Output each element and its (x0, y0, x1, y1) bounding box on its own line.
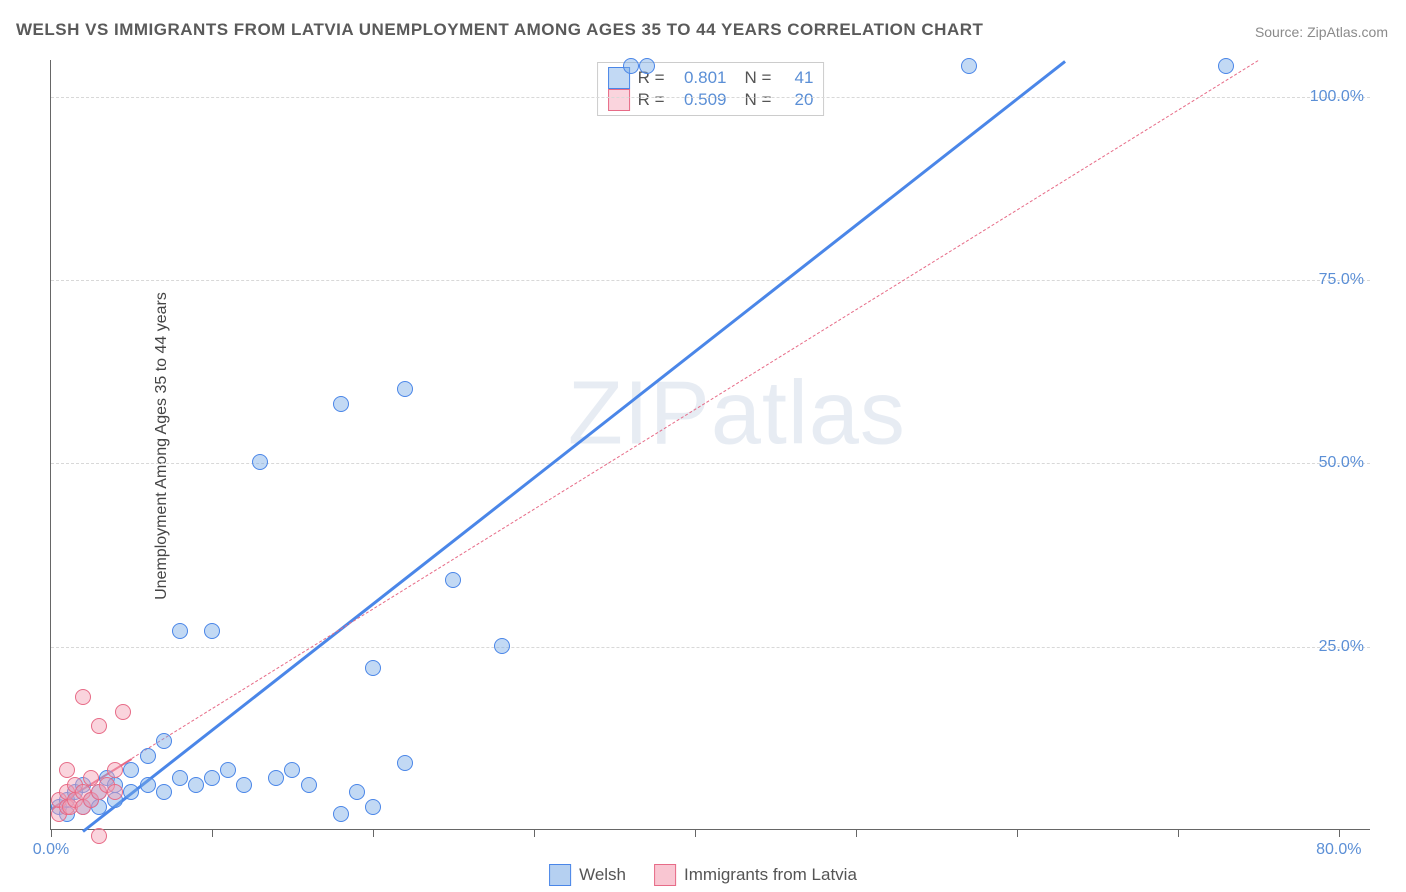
data-point (961, 58, 977, 74)
data-point (172, 770, 188, 786)
data-point (349, 784, 365, 800)
watermark: ZIPatlas (568, 362, 906, 465)
n-value: 41 (779, 68, 813, 88)
data-point (365, 799, 381, 815)
data-point (1218, 58, 1234, 74)
data-point (75, 689, 91, 705)
y-tick-label: 50.0% (1304, 454, 1364, 472)
x-tick (51, 829, 52, 837)
r-value: 0.509 (673, 90, 727, 110)
x-tick (1339, 829, 1340, 837)
x-tick-label: 80.0% (1316, 841, 1361, 859)
data-point (397, 755, 413, 771)
data-point (220, 762, 236, 778)
data-point (140, 748, 156, 764)
r-value: 0.801 (673, 68, 727, 88)
x-tick (212, 829, 213, 837)
data-point (83, 770, 99, 786)
legend-label: Welsh (579, 865, 626, 885)
source-label: Source: ZipAtlas.com (1255, 24, 1388, 40)
data-point (204, 623, 220, 639)
legend-swatch (608, 89, 630, 111)
legend-label: Immigrants from Latvia (684, 865, 857, 885)
data-point (172, 623, 188, 639)
data-point (284, 762, 300, 778)
gridline (51, 463, 1370, 464)
data-point (91, 718, 107, 734)
n-value: 20 (779, 90, 813, 110)
x-tick (856, 829, 857, 837)
data-point (639, 58, 655, 74)
n-label: N = (745, 90, 772, 110)
data-point (91, 828, 107, 844)
legend-item: Immigrants from Latvia (654, 864, 857, 886)
legend-row: R = 0.509 N = 20 (608, 89, 814, 111)
legend-swatch (549, 864, 571, 886)
gridline (51, 97, 1370, 98)
data-point (156, 784, 172, 800)
legend-swatch (654, 864, 676, 886)
data-point (59, 762, 75, 778)
trend-line (51, 60, 1259, 809)
data-point (156, 733, 172, 749)
data-point (107, 784, 123, 800)
x-tick (373, 829, 374, 837)
gridline (51, 647, 1370, 648)
data-point (107, 762, 123, 778)
data-point (494, 638, 510, 654)
n-label: N = (745, 68, 772, 88)
data-point (623, 58, 639, 74)
data-point (115, 704, 131, 720)
r-label: R = (638, 90, 665, 110)
data-point (301, 777, 317, 793)
y-tick-label: 100.0% (1304, 88, 1364, 106)
data-point (268, 770, 284, 786)
y-tick-label: 75.0% (1304, 271, 1364, 289)
data-point (445, 572, 461, 588)
chart-title: WELSH VS IMMIGRANTS FROM LATVIA UNEMPLOY… (16, 20, 983, 40)
x-tick (1178, 829, 1179, 837)
gridline (51, 280, 1370, 281)
data-point (236, 777, 252, 793)
x-tick (534, 829, 535, 837)
legend-row: R =0.801N =41 (608, 67, 814, 89)
x-tick (695, 829, 696, 837)
data-point (140, 777, 156, 793)
data-point (333, 806, 349, 822)
data-point (123, 784, 139, 800)
data-point (365, 660, 381, 676)
legend-item: Welsh (549, 864, 626, 886)
data-point (333, 396, 349, 412)
x-tick (1017, 829, 1018, 837)
data-point (188, 777, 204, 793)
data-point (204, 770, 220, 786)
trend-line (82, 60, 1066, 832)
y-tick-label: 25.0% (1304, 638, 1364, 656)
data-point (397, 381, 413, 397)
series-legend: Welsh Immigrants from Latvia (549, 864, 857, 886)
data-point (252, 454, 268, 470)
scatter-plot: ZIPatlas R = 0.801 N = 41R = 0.509 N = 20 25.0… (50, 60, 1370, 830)
x-tick-label: 0.0% (33, 841, 69, 859)
data-point (123, 762, 139, 778)
